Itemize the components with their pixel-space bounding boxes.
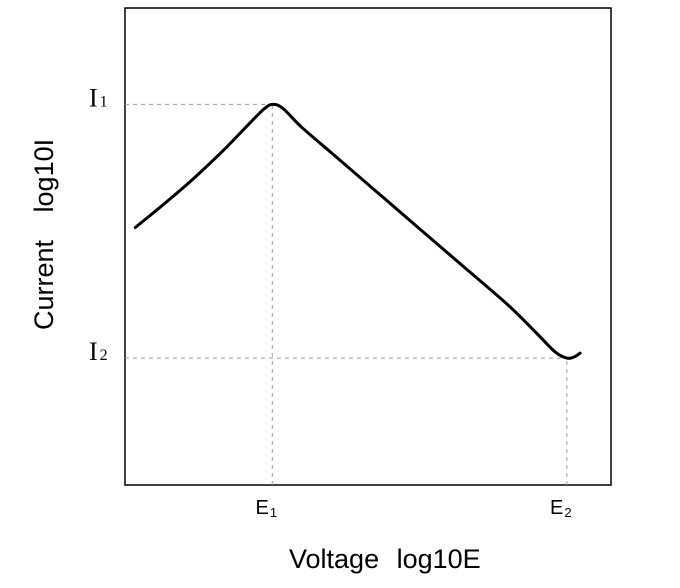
y-tick-labels: I 1 I 2 [89, 83, 108, 366]
x-tick-label: E2 [550, 497, 572, 520]
x-axis-title: Voltage [289, 544, 379, 574]
y-axis-title: Current [29, 239, 59, 330]
x-tick-labels: E1 E2 [255, 497, 571, 520]
x-axis-unit: log10E [397, 544, 481, 574]
x-tick-label: E1 [255, 497, 277, 520]
plot-frame [124, 7, 612, 486]
reference-guides [125, 103, 568, 485]
x-axis-label: Voltage log10E [289, 544, 481, 574]
y-axis-unit: log10I [29, 139, 59, 213]
data-series-line [133, 102, 582, 360]
y-axis-label: Current log10I [29, 139, 59, 330]
